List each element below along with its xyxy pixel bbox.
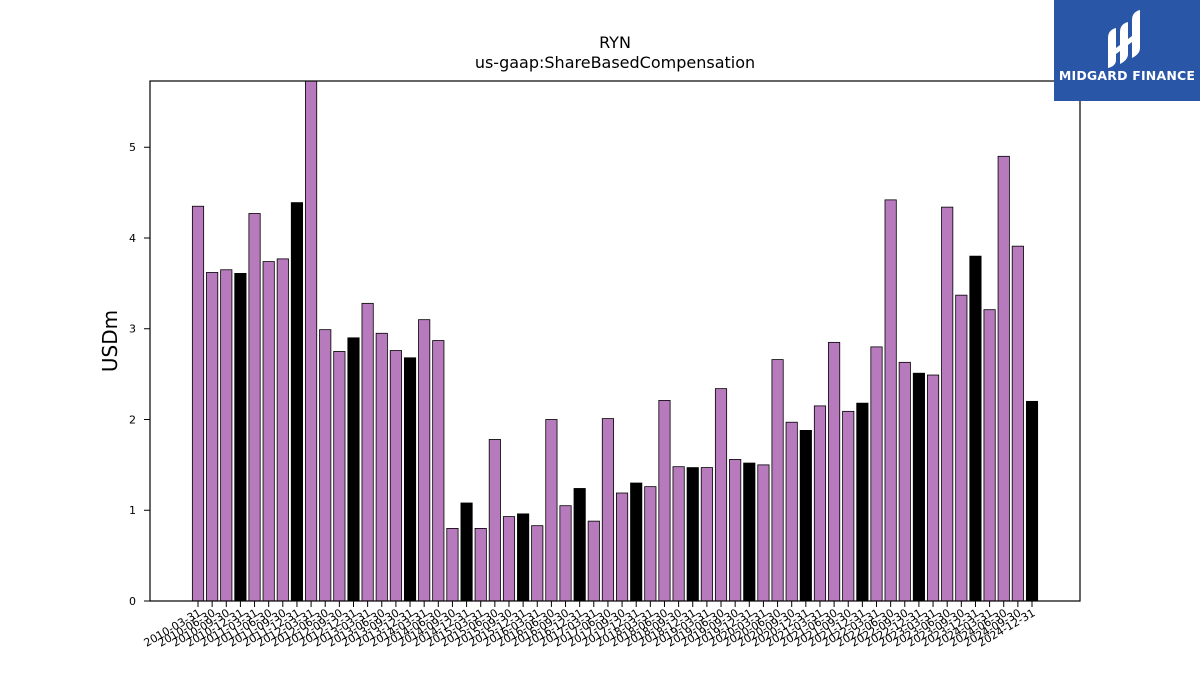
bar-2020-03-31: [757, 464, 770, 602]
bar-2012-03-31: [305, 80, 318, 602]
bar-2013-06-30: [375, 332, 388, 602]
bar-2010-09-30: [220, 269, 233, 602]
bar-2014-09-30: [446, 528, 459, 602]
bar-2012-09-30: [333, 351, 346, 602]
bar-2011-03-31: [248, 213, 261, 602]
y-tick-label: 0: [129, 595, 136, 608]
bar-2022-03-31: [870, 346, 883, 602]
plot-frame: [149, 80, 1081, 602]
bars-group: [191, 80, 1039, 602]
bar-2019-06-30: [714, 388, 728, 602]
y-tick-label: 1: [129, 504, 136, 517]
x-ticks-group: 2010-03-312010-06-302010-09-302010-12-31…: [142, 601, 1038, 650]
bar-2019-03-31: [700, 467, 713, 602]
bar-2022-06-30: [884, 199, 897, 602]
bar-2014-12-31: [460, 502, 473, 602]
bar-2018-12-31: [686, 467, 699, 602]
midgard-finance-logo: MIDGARD FINANCE: [1054, 0, 1200, 101]
bar-2016-12-31: [573, 488, 586, 602]
bar-2014-03-31: [418, 319, 431, 602]
bar-2014-06-30: [432, 340, 445, 602]
bar-2022-09-30: [898, 361, 911, 602]
bar-2021-06-30: [828, 341, 841, 602]
bar-2023-03-31: [927, 374, 940, 602]
y-tick-label: 3: [129, 323, 136, 336]
bar-2021-09-30: [842, 410, 855, 602]
bar-2024-03-31: [983, 309, 996, 602]
logo-text: MIDGARD FINANCE: [1058, 68, 1196, 83]
bar-2013-09-30: [389, 350, 402, 602]
bar-2024-06-30: [997, 155, 1010, 602]
bar-2017-03-31: [587, 520, 600, 602]
bar-2018-06-30: [658, 400, 671, 602]
bar-2011-06-30: [262, 261, 275, 602]
bar-2020-06-30: [771, 359, 784, 602]
chart-title: RYN: [599, 33, 631, 52]
bar-2010-03-31: [191, 205, 205, 602]
y-ticks-group: 0 1 2 3 4 5: [129, 141, 150, 608]
bar-2020-12-31: [799, 429, 812, 602]
bar-2021-12-31: [856, 402, 869, 602]
bar-2015-03-31: [474, 528, 487, 602]
bar-2016-06-30: [545, 419, 558, 602]
y-tick-label: 2: [129, 413, 136, 426]
bar-2016-09-30: [559, 505, 572, 602]
logo-mark-icon: [1108, 10, 1140, 68]
y-tick-label: 4: [129, 232, 136, 245]
bar-2020-09-30: [785, 421, 798, 602]
bar-2021-03-31: [813, 405, 827, 602]
bar-2019-09-30: [729, 459, 742, 602]
chart-subtitle: us-gaap:ShareBasedCompensation: [475, 53, 755, 72]
bar-2012-06-30: [319, 329, 332, 602]
bar-2013-03-31: [361, 302, 374, 602]
bar-2015-12-31: [517, 513, 530, 602]
bar-2011-09-30: [276, 258, 289, 602]
bar-2018-09-30: [672, 466, 685, 602]
bar-2010-12-31: [234, 272, 247, 602]
bar-2023-09-30: [955, 294, 968, 602]
bar-2016-03-31: [531, 525, 544, 602]
bar-2017-12-31: [630, 482, 643, 602]
bar-2019-12-31: [743, 462, 756, 602]
bar-2022-12-31: [912, 372, 925, 602]
bar-2024-12-31: [1025, 400, 1039, 602]
bar-2018-03-31: [644, 486, 657, 602]
bar-2017-09-30: [616, 492, 629, 602]
bar-2011-12-31: [290, 202, 304, 602]
bar-2012-12-31: [347, 337, 360, 602]
y-tick-label: 5: [129, 141, 136, 154]
bar-2015-09-30: [502, 516, 516, 602]
bar-2023-12-31: [969, 255, 982, 602]
bar-2013-12-31: [403, 357, 417, 602]
bar-2023-06-30: [941, 206, 954, 602]
bar-2015-06-30: [488, 439, 501, 602]
bar-2024-09-30: [1011, 245, 1024, 602]
bar-2017-06-30: [601, 418, 614, 602]
y-axis-label: USDm: [98, 310, 122, 372]
bar-2010-06-30: [206, 272, 219, 602]
